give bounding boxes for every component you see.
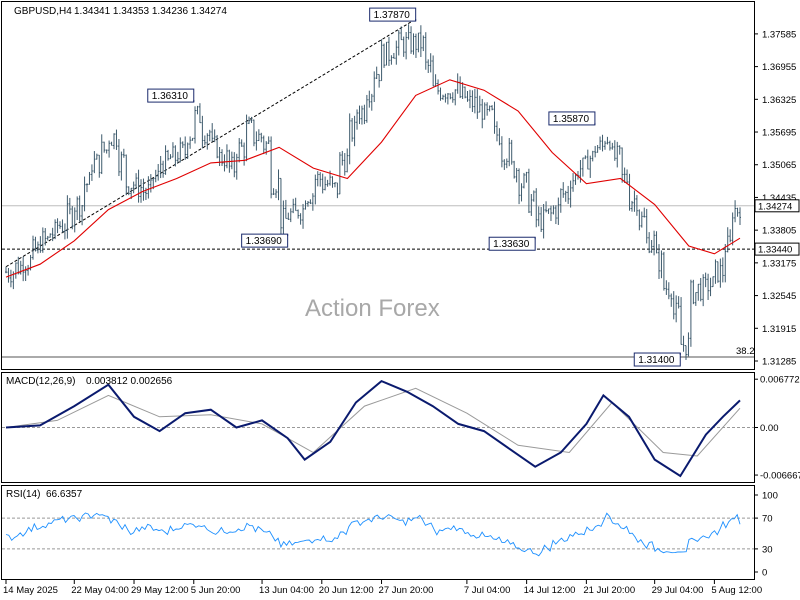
price-header-ohlc: 1.34341 1.34353 1.34236 1.34274 — [74, 6, 227, 17]
xtick-label: 5 Aug 12:00 — [711, 585, 762, 596]
macd-header-values: 0.003812 0.002656 — [86, 376, 173, 387]
swing-label: 1.36310 — [152, 91, 189, 102]
swing-label-box — [548, 111, 596, 126]
xtick-label: 29 May 12:00 — [131, 585, 189, 596]
xtick-label: 14 Jul 12:00 — [524, 585, 576, 596]
price-ytick-label: 1.35695 — [762, 128, 796, 139]
swing-label-box — [488, 236, 536, 251]
macd-signal-line — [5, 387, 741, 457]
xtick-label: 29 Jul 04:00 — [652, 585, 704, 596]
swing-label-box — [241, 233, 289, 248]
xtick-label: 27 Jun 20:00 — [379, 585, 434, 596]
axis-layer: 1.37585 1.36955 1.36325 1.35695 1.35065 1.344… — [3, 29, 800, 596]
swing-label: 1.37870 — [374, 10, 411, 21]
swing-label: 1.35870 — [553, 114, 590, 125]
xtick-label: 20 Jun 12:00 — [319, 585, 374, 596]
last-price-label: 1.34274 — [758, 201, 792, 212]
xtick-label: 7 Jul 04:00 — [464, 585, 510, 596]
price-ytick-label: 1.33805 — [762, 226, 796, 237]
rsi-ytick-label: 0 — [762, 568, 767, 579]
price-ytick-label: 1.33175 — [762, 258, 796, 269]
swing-label: 1.33630 — [493, 239, 530, 250]
macd-line — [5, 379, 741, 478]
price-layer: 38.2 1.36310 1.37870 1.33690 1.35870 1.33630 1… — [2, 7, 755, 367]
xtick-label: 14 May 2025 — [3, 585, 58, 596]
fib-level-label: 38.2 — [736, 346, 755, 357]
price-ytick-label: 1.34435 — [762, 193, 796, 204]
xtick-label: 22 May 04:00 — [71, 585, 129, 596]
rsi-layer — [2, 512, 754, 557]
macd-layer — [2, 379, 754, 478]
price-ytick-label: 1.37585 — [762, 29, 796, 40]
price-ytick-label: 1.36325 — [762, 95, 796, 106]
price-ytick-label: 1.32545 — [762, 291, 796, 302]
rsi-header-value: 66.6357 — [46, 489, 83, 500]
price-ytick-label: 1.35065 — [762, 160, 796, 171]
rsi-pane — [1, 485, 755, 580]
rsi-ytick-label: 100 — [762, 491, 778, 502]
watermark: Action Forex — [305, 295, 440, 322]
price-ytick-label: 1.31285 — [762, 356, 796, 367]
swing-label: 1.31400 — [638, 355, 675, 366]
xtick-label: 5 Jun 20:00 — [191, 585, 241, 596]
macd-header-name: MACD(12,26,9) — [6, 376, 75, 387]
price-ytick-label: 1.36955 — [762, 62, 796, 73]
price-ytick-label: 1.31915 — [762, 324, 796, 335]
last-price-box — [754, 199, 800, 213]
xtick-label: 21 Jul 20:00 — [583, 585, 635, 596]
rsi-header-name: RSI(14) — [6, 489, 40, 500]
price-header-symbol: GBPUSD,H4 — [14, 6, 72, 17]
macd-ytick-label: 0.006772 — [760, 375, 800, 386]
swing-label-box — [147, 88, 195, 103]
rsi-ytick-label: 30 — [762, 544, 773, 555]
support-price-box — [754, 242, 800, 256]
rsi-line — [5, 512, 741, 557]
swing-label-box — [369, 7, 417, 22]
swing-label-box — [633, 352, 681, 367]
macd-ytick-label: -0.006667 — [760, 471, 800, 482]
xtick-label: 13 Jun 04:00 — [259, 585, 314, 596]
swing-label: 1.33690 — [246, 236, 283, 247]
rsi-ytick-label: 70 — [762, 514, 773, 525]
macd-ytick-label: 0.00 — [760, 423, 779, 434]
moving-average-line — [5, 79, 741, 278]
support-price-label: 1.33440 — [758, 245, 792, 256]
